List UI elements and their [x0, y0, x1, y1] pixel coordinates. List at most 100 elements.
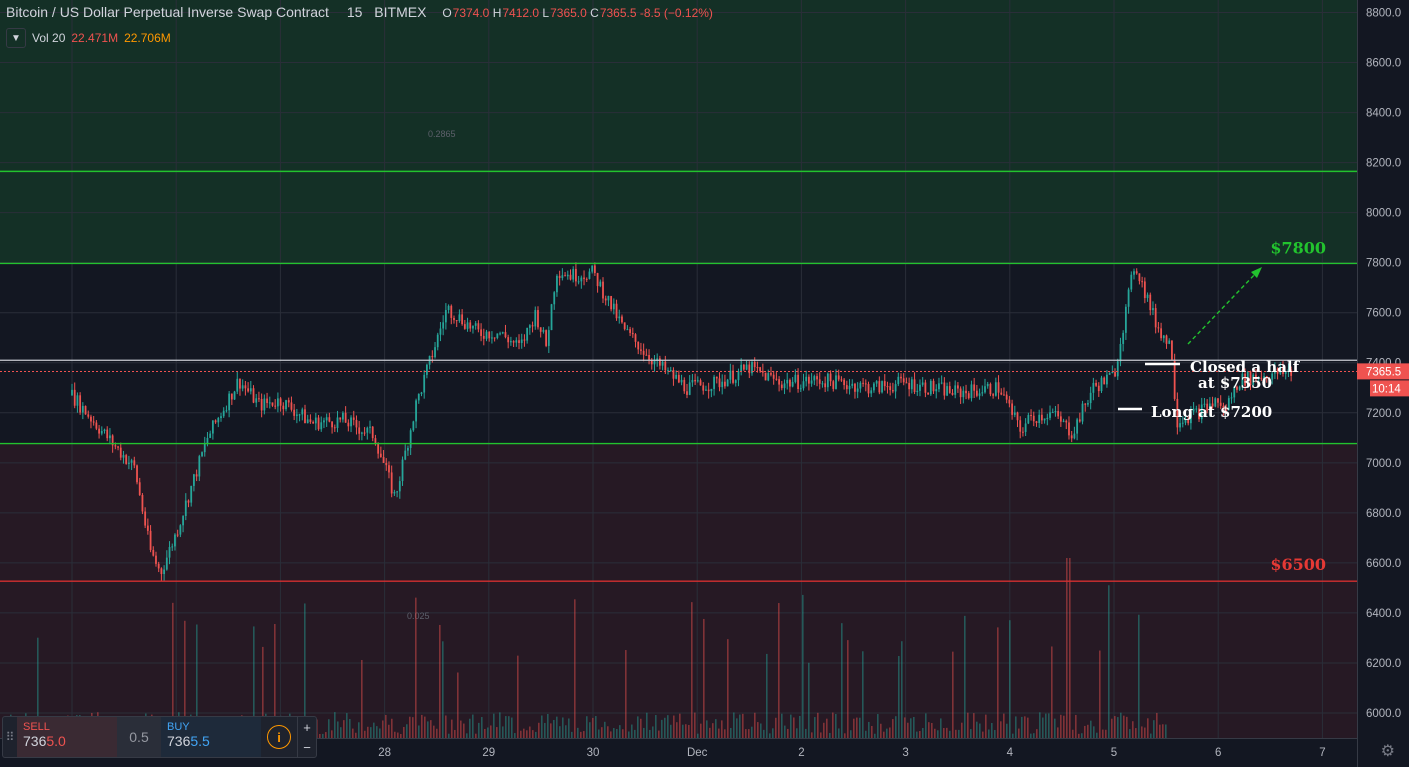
- candle: [932, 380, 935, 392]
- volume-bar: [790, 714, 792, 738]
- candle: [835, 375, 837, 389]
- candle: [233, 391, 236, 400]
- open-value: 7374.0: [452, 6, 490, 20]
- volume-bar: [754, 712, 756, 738]
- candle: [317, 417, 320, 430]
- candle: [640, 349, 642, 351]
- volume-bar: [994, 730, 996, 738]
- candle: [710, 388, 713, 392]
- candle: [1081, 403, 1084, 422]
- volume-bar: [652, 726, 654, 738]
- info-button[interactable]: i: [261, 717, 297, 757]
- chevron-down-icon[interactable]: ▼: [6, 28, 26, 48]
- candle: [442, 322, 445, 329]
- candle: [1206, 403, 1209, 411]
- close-label: C: [590, 6, 599, 20]
- volume-bar: [1141, 726, 1143, 738]
- price-tick-label: 8200.0: [1366, 158, 1401, 170]
- candle: [398, 481, 401, 492]
- candle: [463, 324, 466, 329]
- candle: [363, 432, 366, 434]
- volume-bar: [331, 730, 333, 738]
- volume-bar: [769, 733, 771, 738]
- chart-header: Bitcoin / US Dollar Perpetual Inverse Sw…: [6, 4, 713, 20]
- gear-icon[interactable]: ⚙: [1380, 743, 1395, 760]
- volume-bar: [739, 714, 741, 738]
- volume-bar: [1135, 728, 1137, 738]
- volume-label[interactable]: Vol 20: [32, 31, 66, 45]
- plus-button[interactable]: +: [303, 719, 311, 735]
- volume-bar: [361, 659, 363, 738]
- candle: [1271, 373, 1274, 380]
- volume-bar: [784, 725, 786, 738]
- candle: [258, 398, 260, 400]
- candle: [453, 317, 455, 321]
- candle: [959, 388, 962, 398]
- candle: [255, 398, 258, 403]
- candle: [672, 370, 675, 379]
- candle: [1059, 416, 1062, 422]
- candle: [883, 381, 886, 387]
- candle: [1236, 386, 1238, 390]
- minus-button[interactable]: −: [303, 739, 311, 755]
- buy-button[interactable]: BUY 7365.5: [161, 717, 261, 757]
- volume-bar: [370, 727, 372, 738]
- drag-handle-icon[interactable]: ⠿: [5, 730, 15, 744]
- candle: [726, 379, 729, 387]
- price-tick-label: 6000.0: [1366, 708, 1401, 720]
- candle: [360, 432, 363, 434]
- volume-bar: [775, 717, 777, 738]
- volume-bar: [409, 716, 411, 738]
- volume-bar: [982, 731, 984, 738]
- candle: [182, 516, 184, 526]
- candle: [715, 376, 718, 379]
- volume-bar: [478, 722, 480, 738]
- volume-bar: [904, 717, 906, 738]
- volume-bar: [436, 728, 438, 738]
- candle: [946, 386, 948, 396]
- candle: [745, 364, 748, 370]
- candle: [217, 418, 220, 423]
- candle: [1154, 308, 1157, 328]
- candle: [965, 390, 967, 394]
- candle: [1257, 377, 1260, 380]
- volume-bar: [397, 732, 399, 738]
- volume-bar: [583, 731, 585, 738]
- candle: [518, 340, 520, 343]
- candle: [98, 428, 100, 434]
- volume-bar: [541, 715, 543, 738]
- candle: [176, 534, 179, 536]
- candle: [845, 385, 848, 390]
- candle: [193, 474, 195, 486]
- zone-green: [0, 0, 1357, 264]
- volume-bar: [580, 731, 582, 738]
- symbol-title[interactable]: Bitcoin / US Dollar Perpetual Inverse Sw…: [6, 4, 329, 20]
- volume-bar: [1111, 718, 1113, 738]
- candle: [290, 402, 293, 410]
- volume-bar: [457, 672, 459, 738]
- volume-bar: [1018, 728, 1020, 738]
- candle: [742, 364, 745, 370]
- candle: [1233, 386, 1236, 398]
- candle: [691, 379, 694, 383]
- volume-bar: [628, 731, 630, 738]
- candle: [352, 417, 355, 420]
- timeframe[interactable]: 15: [346, 4, 363, 20]
- volume-bar: [718, 728, 720, 738]
- volume-bar: [622, 729, 624, 738]
- candle: [119, 447, 122, 458]
- volume-bar: [928, 722, 930, 738]
- candle: [1249, 371, 1252, 385]
- volume-bar: [355, 732, 357, 738]
- sell-button[interactable]: SELL 7365.0: [17, 717, 117, 757]
- volume-bar: [883, 731, 885, 738]
- volume-bar: [346, 713, 348, 738]
- volume-bar: [1105, 729, 1107, 738]
- volume-bar: [868, 721, 870, 738]
- candle: [1078, 419, 1081, 422]
- volume-bar: [616, 728, 618, 738]
- volume-bar: [658, 730, 660, 738]
- countdown-label: 10:14: [1372, 383, 1401, 395]
- volume-bar: [706, 720, 708, 738]
